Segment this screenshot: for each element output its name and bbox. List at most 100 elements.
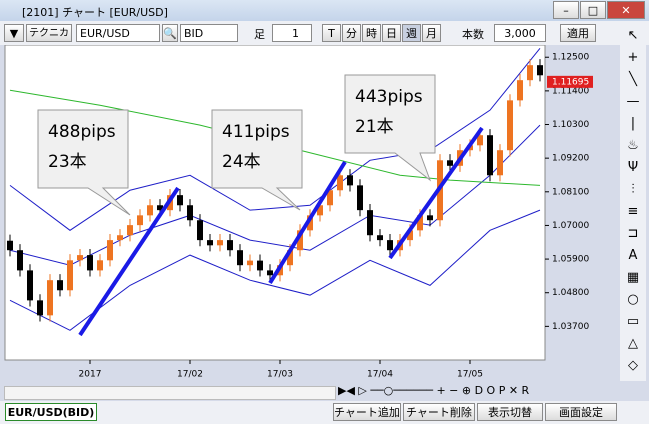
candle-body [247,260,253,266]
plot-area [4,45,546,361]
period-button[interactable]: 時 [362,24,381,42]
candle-body [367,210,373,236]
candle-body [477,135,483,146]
candle-body [237,250,243,266]
chart: 1.12500 1.11400 1.10300 1.09200 1.08100 1.070… [4,45,593,380]
annotation: 23本 [48,152,87,172]
period-button[interactable]: 日 [382,24,401,42]
annotation: 21本 [355,117,394,137]
candle-body [187,205,193,221]
footer-button[interactable]: チャート削除 [403,403,475,421]
candle-body [357,185,363,211]
zoom-controls: ▶◀ ▷ ──○────── + − ⊕ D O P ✕ R [338,384,530,397]
trend-line [78,186,180,337]
callout [37,109,131,216]
x-tick-label: 17/03 [267,370,293,380]
candle-body [337,175,343,191]
x-tick-label: 17/05 [457,370,483,380]
price-type[interactable]: BID [180,24,238,42]
candle-body [377,235,383,241]
y-tick-label: 1.08100 [552,187,589,197]
close[interactable]: ✕ [607,1,645,19]
candle-body [177,195,183,206]
candle-body [77,255,83,261]
y-tick-label: 1.11400 [552,86,589,96]
y-tick-label: 1.07000 [552,221,589,231]
candle-body [287,250,293,266]
trend-line [388,126,484,260]
period-button[interactable]: 月 [422,24,441,42]
y-tick-label: 1.04800 [552,288,589,298]
candle-body [27,270,33,301]
candle-body [127,225,133,236]
y-tick-label: 1.09200 [552,154,589,164]
candle-body [317,205,323,216]
candle-body [97,260,103,271]
candle-body [407,230,413,241]
x-tick-label: 17/02 [177,370,203,380]
band-line [9,48,541,231]
candle-body [47,280,53,316]
y-tick-label: 1.12500 [552,53,589,63]
drawing-tools: ↖ + ╲ — | ♨ Ψ ⫶ ≡ ⊐ A ▦ ○ ▭ △ ◇ [620,25,646,381]
title-bar: [2101] チャート [EUR/USD] – □ ✕ [0,0,649,21]
candle-body [497,150,503,176]
candle-body [537,65,543,76]
candle-body [137,215,143,226]
apply[interactable]: 適用 [560,24,596,42]
candle-body [417,215,423,231]
footer-button[interactable]: 表示切替 [477,403,543,421]
candle-body [307,215,313,231]
count-label: 本数 [462,28,484,41]
chart-tab[interactable]: EUR/USD(BID) [5,403,97,421]
candle-body [387,240,393,251]
last-price-label: 1.11695 [552,77,589,87]
candle-body [267,270,273,276]
candle-body [207,240,213,246]
count[interactable]: 3,000 [494,24,546,42]
period-button[interactable]: T [322,24,341,42]
maximize[interactable]: □ [580,1,606,19]
y-tick-label: 1.05900 [552,255,589,265]
candle-body [257,260,263,271]
annotation: 24本 [222,152,261,172]
band-line [9,124,541,266]
candle-body [147,205,153,216]
bar-step[interactable]: 1 [272,24,312,42]
annotation: 443pips [355,87,423,107]
candle-body [487,135,493,176]
bar-label: 足 [254,28,265,41]
annotation: 411pips [222,122,290,142]
x-tick-label: 2017 [79,370,102,380]
candle-body [347,175,353,186]
period-button[interactable]: 分 [342,24,361,42]
annotation: 488pips [48,122,116,142]
candle-body [447,160,453,166]
candle-body [67,260,73,291]
candle-body [507,100,513,151]
menu[interactable]: ▼ [4,24,24,42]
candle-body [7,240,13,251]
candle-body [227,240,233,251]
search[interactable]: 🔍 [162,24,178,42]
period-button[interactable]: 週 [402,24,421,42]
callout [211,109,303,211]
candle-body [217,240,223,246]
footer-button[interactable]: チャート追加 [333,403,401,421]
candle-body [297,230,303,251]
footer-button[interactable]: 画面設定 [545,403,617,421]
y-tick-label: 1.10300 [552,120,589,130]
symbol-select[interactable]: EUR/USD [76,24,160,42]
candle-body [157,205,163,211]
technical[interactable]: テクニカル [26,24,72,57]
candle-body [17,250,23,271]
footer: EUR/USD(BID) チャート追加 チャート削除 表示切替 画面設定 [0,401,649,424]
last-price-box [547,75,593,88]
trend-line [268,160,347,285]
scrollbar[interactable] [4,386,336,400]
x-tick-label: 17/04 [367,370,393,380]
minimize[interactable]: – [553,1,579,19]
candle-body [427,215,433,221]
